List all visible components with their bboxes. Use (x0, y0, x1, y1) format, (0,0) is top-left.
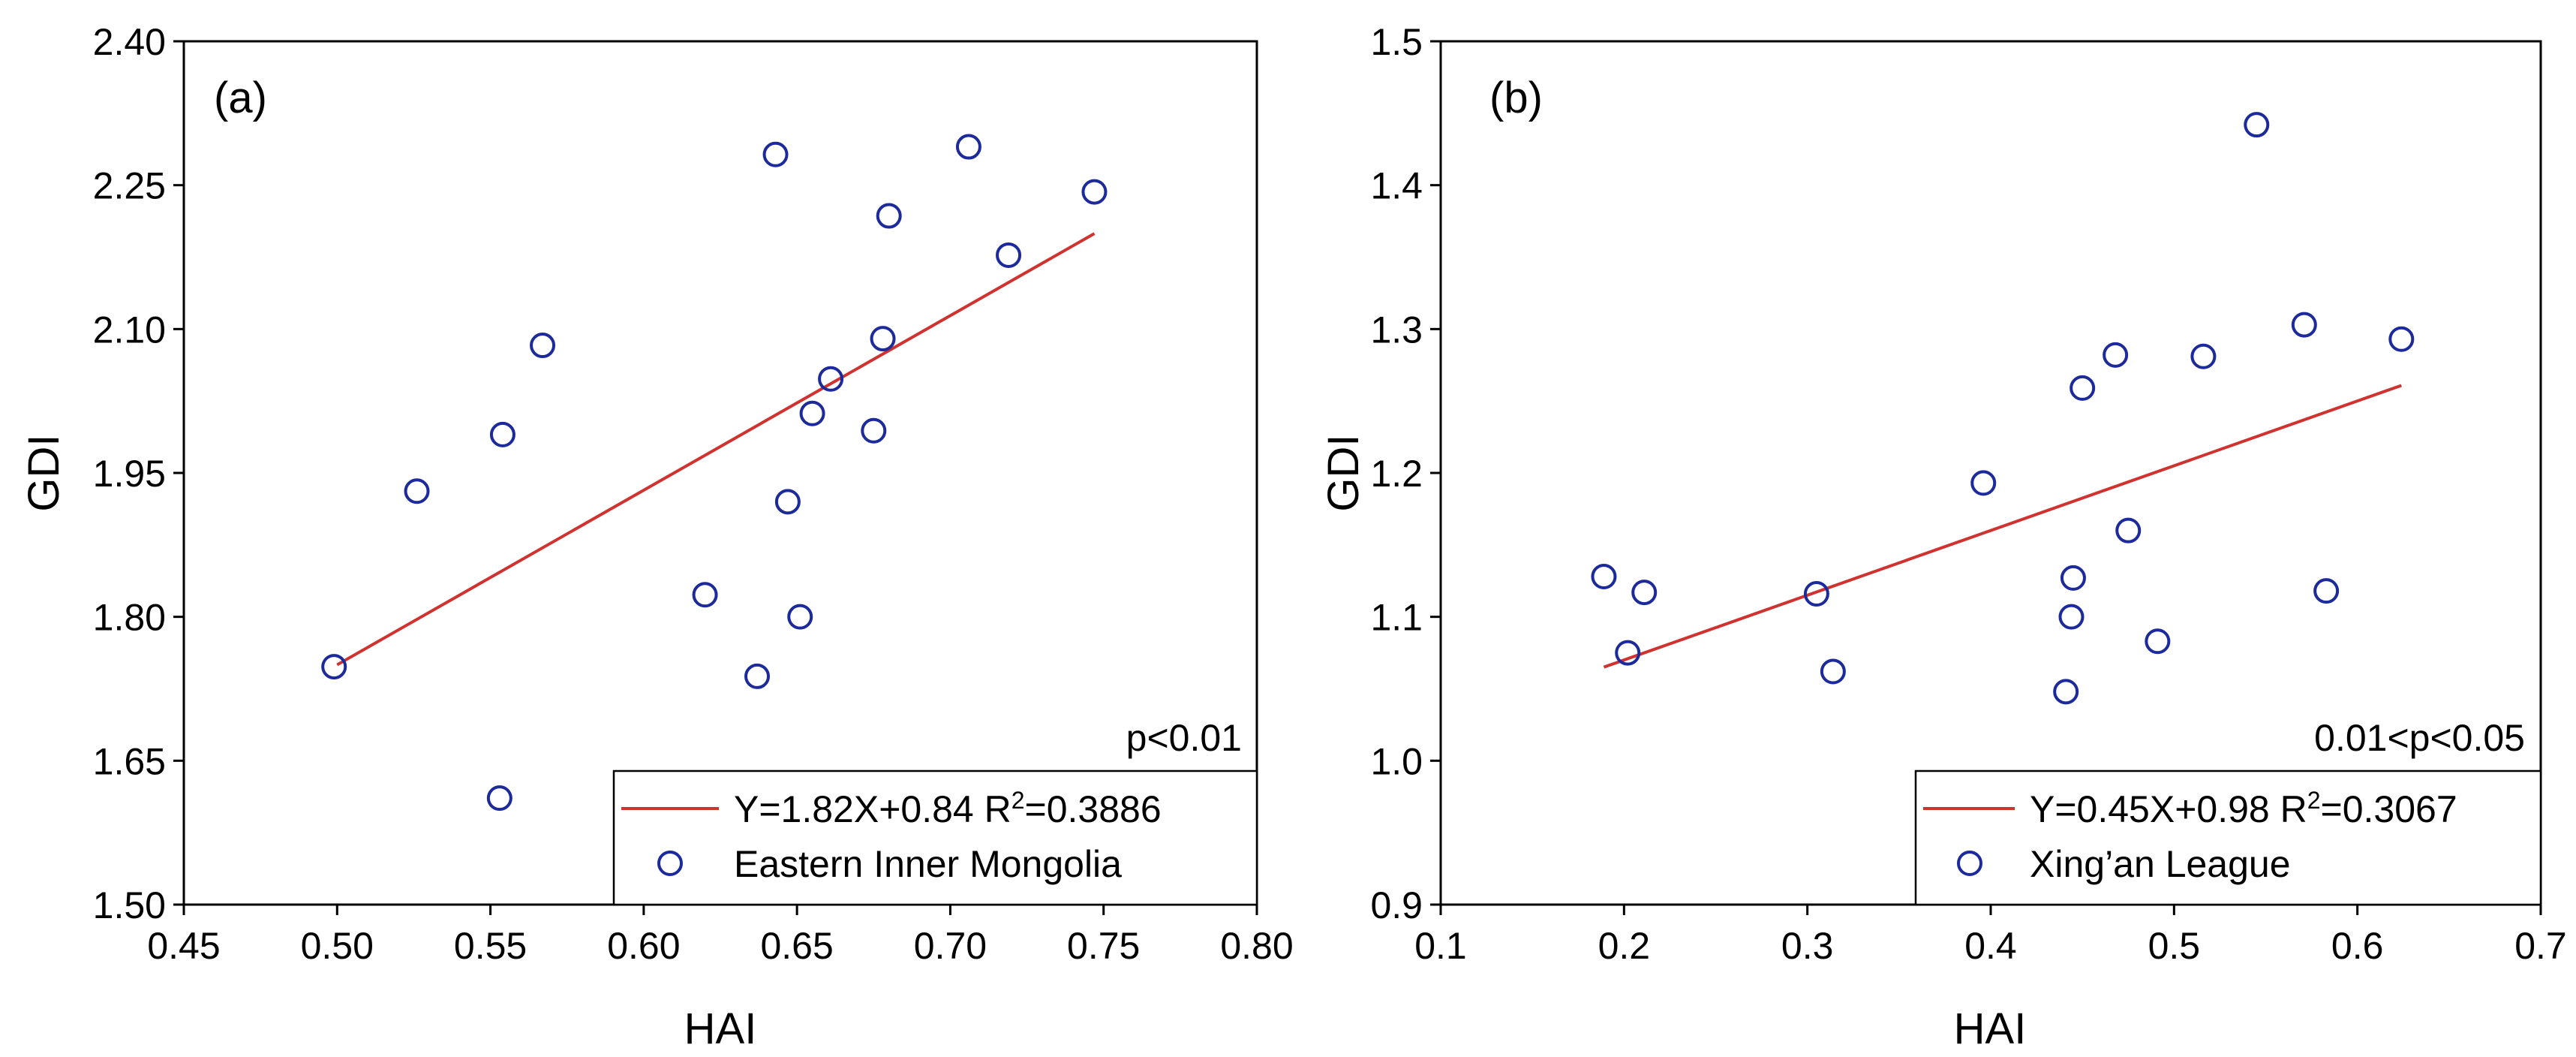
panel-a-y-tick-label: 2.25 (93, 165, 166, 207)
panel-a-y-tick-label: 2.10 (93, 309, 166, 351)
panel-b-data-point (1591, 564, 1617, 589)
panel-b-y-tick-label: 1.5 (1370, 21, 1423, 63)
panel-a-y-tick-label: 1.95 (93, 453, 166, 495)
panel-a-data-point (774, 489, 801, 515)
panel-a-legend-line-label: Y=1.82X+0.84 R2=0.3886 (734, 787, 1162, 830)
panel-a-data-point (692, 582, 718, 608)
panel-a-x-axis: 0.45 0.50 0.55 0.60 0.65 0.70 0.75 0.80 (147, 905, 1294, 967)
panel-b-x-label: HAI (1954, 1004, 2027, 1053)
panel-a-fit-line-group (336, 232, 1096, 667)
panel-a-chart: 1.50 1.65 1.80 1.95 2.10 2.25 2.40 0.45 0.50 0.5… (20, 21, 1294, 1053)
panel-a-x-tick-label: 0.80 (1220, 925, 1293, 967)
panel-a-y-axis: 1.50 1.65 1.80 1.95 2.10 2.25 2.40 (93, 21, 184, 926)
panel-b-data-point (2313, 578, 2340, 604)
panel-b-x-axis: 0.1 0.2 0.3 0.4 0.5 0.6 0.7 (1414, 905, 2567, 967)
panel-a-data-point (996, 242, 1022, 268)
panel-b-legend-box (1914, 769, 2542, 906)
panel-a-data-point (818, 366, 844, 392)
panel-b-data-point (1615, 640, 1641, 666)
panel-b-fit-line (1603, 384, 2402, 669)
panel-b-legend-line-label: Y=0.45X+0.98 R2=0.3067 (2030, 787, 2457, 830)
panel-b-data-point (2053, 679, 2079, 705)
panel-a-label: (a) (214, 74, 267, 122)
panel-b-data-point (1820, 658, 1846, 685)
panel-b-chart: 0.9 1.0 1.1 1.2 1.3 1.4 1.5 0.1 0.2 0.3 0.4 0.5 0.6… (1319, 21, 2567, 1053)
panel-b-points (1591, 112, 2415, 705)
panel-b-data-point (1803, 581, 1829, 607)
panel-a-data-point (861, 417, 887, 444)
panel-b-fit-line-group (1603, 384, 2402, 669)
panel-b-data-point (2103, 342, 2129, 368)
panel-b-data-point (2291, 312, 2317, 338)
panel-a-legend: Y=1.82X+0.84 R2=0.3886 Eastern Inner Mon… (612, 769, 1258, 906)
panel-a-x-tick-label: 0.50 (301, 925, 374, 967)
panel-b-data-point (2190, 343, 2217, 369)
panel-b-y-tick-label: 1.3 (1370, 309, 1423, 351)
panel-b-x-tick-label: 0.3 (1781, 925, 1834, 967)
panel-a-data-point (762, 141, 789, 167)
panel-b-x-tick-label: 0.2 (1598, 925, 1651, 967)
panel-b-y-tick-label: 1.1 (1370, 597, 1423, 639)
panel-b-data-point (2244, 112, 2270, 138)
panel-a-x-tick-label: 0.60 (607, 925, 680, 967)
panel-b-data-point (2070, 375, 2096, 401)
panel-a-data-point (1081, 179, 1108, 205)
panel-a-x-tick-label: 0.70 (914, 925, 987, 967)
panel-a-x-tick-label: 0.65 (760, 925, 833, 967)
panel-a-data-point (321, 654, 347, 680)
panel-b-y-tick-label: 1.0 (1370, 740, 1423, 782)
panel-a-y-tick-label: 2.40 (93, 21, 166, 63)
panel-a-data-point (744, 663, 771, 689)
panel-b-legend-marker-swatch (1957, 851, 1982, 876)
panel-b-label: (b) (1489, 74, 1543, 122)
panel-a-y-tick-label: 1.65 (93, 740, 166, 782)
panel-b-p-annotation: 0.01<p<0.05 (2314, 717, 2525, 759)
panel-a-data-point (799, 400, 825, 426)
panel-a-y-label: GDI (20, 434, 68, 511)
panel-a-y-tick-label: 1.50 (93, 884, 166, 926)
panel-a-x-tick-label: 0.55 (454, 925, 527, 967)
panel-a-legend-marker-swatch (657, 851, 683, 876)
panel-a-data-point (530, 333, 556, 359)
panel-a-y-tick-label: 1.80 (93, 597, 166, 639)
panel-a-legend-marker-label: Eastern Inner Mongolia (734, 843, 1122, 885)
panel-a-data-point (489, 421, 516, 447)
panel-a-p-annotation: p<0.01 (1126, 717, 1242, 759)
panel-b-x-tick-label: 0.1 (1414, 925, 1467, 967)
panel-b-legend: Y=0.45X+0.98 R2=0.3067 Xing’an League (1914, 769, 2542, 906)
panel-b-x-tick-label: 0.7 (2514, 925, 2567, 967)
panel-a-data-point (955, 134, 981, 160)
panel-a-fit-line (336, 232, 1096, 667)
panel-a-legend-box (612, 769, 1258, 906)
panel-b-y-label: GDI (1319, 434, 1368, 511)
panel-a-data-point (870, 326, 896, 352)
panel-b-data-point (2388, 326, 2415, 352)
panel-b-data-point (2058, 604, 2085, 630)
panel-a-points (321, 134, 1108, 812)
panel-a-data-point (787, 604, 813, 630)
panel-b-y-tick-label: 1.2 (1370, 453, 1423, 495)
panel-b-data-point (2060, 565, 2086, 591)
panel-b-y-tick-label: 0.9 (1370, 884, 1423, 926)
panel-a-data-point (486, 785, 512, 812)
panel-b-data-point (1631, 580, 1658, 606)
panel-a-x-tick-label: 0.75 (1067, 925, 1140, 967)
panel-a-data-point (404, 478, 430, 504)
panel-b-x-tick-label: 0.4 (1964, 925, 2017, 967)
panel-a-x-tick-label: 0.45 (147, 925, 220, 967)
panel-b-legend-marker-label: Xing’an League (2030, 843, 2291, 885)
panel-b-x-tick-label: 0.6 (2331, 925, 2384, 967)
panel-b-data-point (1970, 470, 1997, 496)
panel-b-data-point (2145, 628, 2171, 655)
panel-a-data-point (876, 203, 902, 229)
panel-b-y-axis: 0.9 1.0 1.1 1.2 1.3 1.4 1.5 (1370, 21, 1441, 926)
panel-b-y-tick-label: 1.4 (1370, 165, 1423, 207)
panel-b-x-tick-label: 0.5 (2148, 925, 2201, 967)
panel-a-x-label: HAI (684, 1004, 757, 1053)
panel-b-data-point (2115, 517, 2142, 544)
